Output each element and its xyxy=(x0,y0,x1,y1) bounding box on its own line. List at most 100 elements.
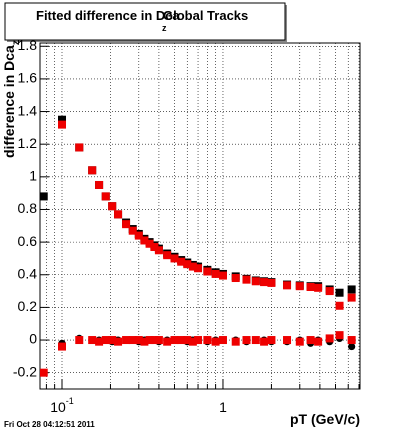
point xyxy=(188,262,197,271)
point xyxy=(163,337,172,346)
point xyxy=(163,251,172,260)
point xyxy=(218,336,227,345)
point xyxy=(177,336,186,345)
point xyxy=(260,278,269,287)
point xyxy=(231,274,240,283)
point xyxy=(325,287,334,296)
point xyxy=(75,143,84,152)
point xyxy=(347,285,356,294)
point xyxy=(218,271,227,280)
point xyxy=(58,342,67,351)
y-tick-label: 1 xyxy=(29,168,37,184)
y-tick-label: -0.2 xyxy=(13,363,37,379)
point xyxy=(283,281,292,290)
y-axis-label-subscript: z xyxy=(11,40,22,45)
point xyxy=(140,236,149,245)
plot-frame xyxy=(39,42,361,390)
title-box xyxy=(4,2,286,41)
point xyxy=(295,337,304,346)
y-tick-label: 0 xyxy=(29,331,37,347)
y-tick-label: 1.4 xyxy=(18,102,38,118)
point xyxy=(108,202,117,211)
title-suffix: Global Tracks xyxy=(163,8,248,23)
x-tick-label-superscript: -1 xyxy=(66,396,74,406)
point xyxy=(154,336,163,345)
point xyxy=(314,337,323,346)
point xyxy=(114,337,123,346)
point xyxy=(95,337,104,346)
point xyxy=(88,166,97,175)
point xyxy=(134,231,143,240)
point xyxy=(150,243,159,252)
point xyxy=(183,336,192,345)
point xyxy=(101,336,110,345)
point xyxy=(242,275,251,284)
point xyxy=(242,336,251,345)
point xyxy=(203,336,212,345)
footer: Fri Oct 28 04:12:51 2011 xyxy=(4,420,95,429)
point xyxy=(88,336,97,345)
point xyxy=(170,254,179,263)
x-tick-label: 10-1 xyxy=(50,396,74,414)
x-tick-label-main: 1 xyxy=(219,399,227,415)
point xyxy=(251,336,260,345)
y-tick-label: 1.8 xyxy=(18,37,38,53)
point xyxy=(170,336,179,345)
point xyxy=(325,334,334,343)
point xyxy=(314,283,323,292)
point xyxy=(194,264,203,273)
point xyxy=(295,282,304,291)
point xyxy=(306,336,315,345)
point xyxy=(267,336,276,345)
point xyxy=(140,337,149,346)
point xyxy=(267,278,276,287)
point xyxy=(194,336,203,345)
y-tick-label: 0.4 xyxy=(18,265,38,281)
points xyxy=(40,115,356,377)
y-tick-label: 0.8 xyxy=(18,200,38,216)
y-tick-label: 0.6 xyxy=(18,233,38,249)
point xyxy=(188,337,197,346)
x-axis-label: pT (GeV/c) xyxy=(290,411,360,427)
point xyxy=(211,337,220,346)
point xyxy=(122,220,131,229)
point xyxy=(145,336,154,345)
point xyxy=(348,342,356,351)
x-tick-label-main: 10 xyxy=(50,399,66,415)
y-tick-label: 0.2 xyxy=(18,298,38,314)
y-label-group: difference in Dcaz xyxy=(1,40,22,158)
point xyxy=(58,115,67,124)
point xyxy=(231,337,240,346)
point xyxy=(347,336,356,345)
point xyxy=(58,120,67,129)
point xyxy=(134,336,143,345)
point xyxy=(95,180,104,189)
point xyxy=(145,239,154,248)
point xyxy=(335,331,344,340)
point xyxy=(251,277,260,286)
point xyxy=(108,336,117,345)
point xyxy=(183,260,192,269)
point xyxy=(306,282,315,291)
y-axis-label-main: difference in Dca xyxy=(1,45,17,158)
point xyxy=(177,257,186,266)
point xyxy=(40,368,48,377)
title-subscript: z xyxy=(162,23,167,33)
point xyxy=(211,269,220,278)
point xyxy=(150,336,159,345)
chart-title: Fitted difference in Dca xyxy=(36,8,181,23)
y-tick-label: 1.2 xyxy=(18,135,38,151)
point xyxy=(203,267,212,276)
point xyxy=(260,337,269,346)
point xyxy=(128,226,137,235)
point xyxy=(335,301,344,310)
point xyxy=(40,192,48,201)
point xyxy=(154,246,163,255)
point xyxy=(347,293,356,302)
point xyxy=(335,288,344,297)
point xyxy=(114,210,123,219)
point xyxy=(75,336,84,345)
point xyxy=(122,336,131,345)
